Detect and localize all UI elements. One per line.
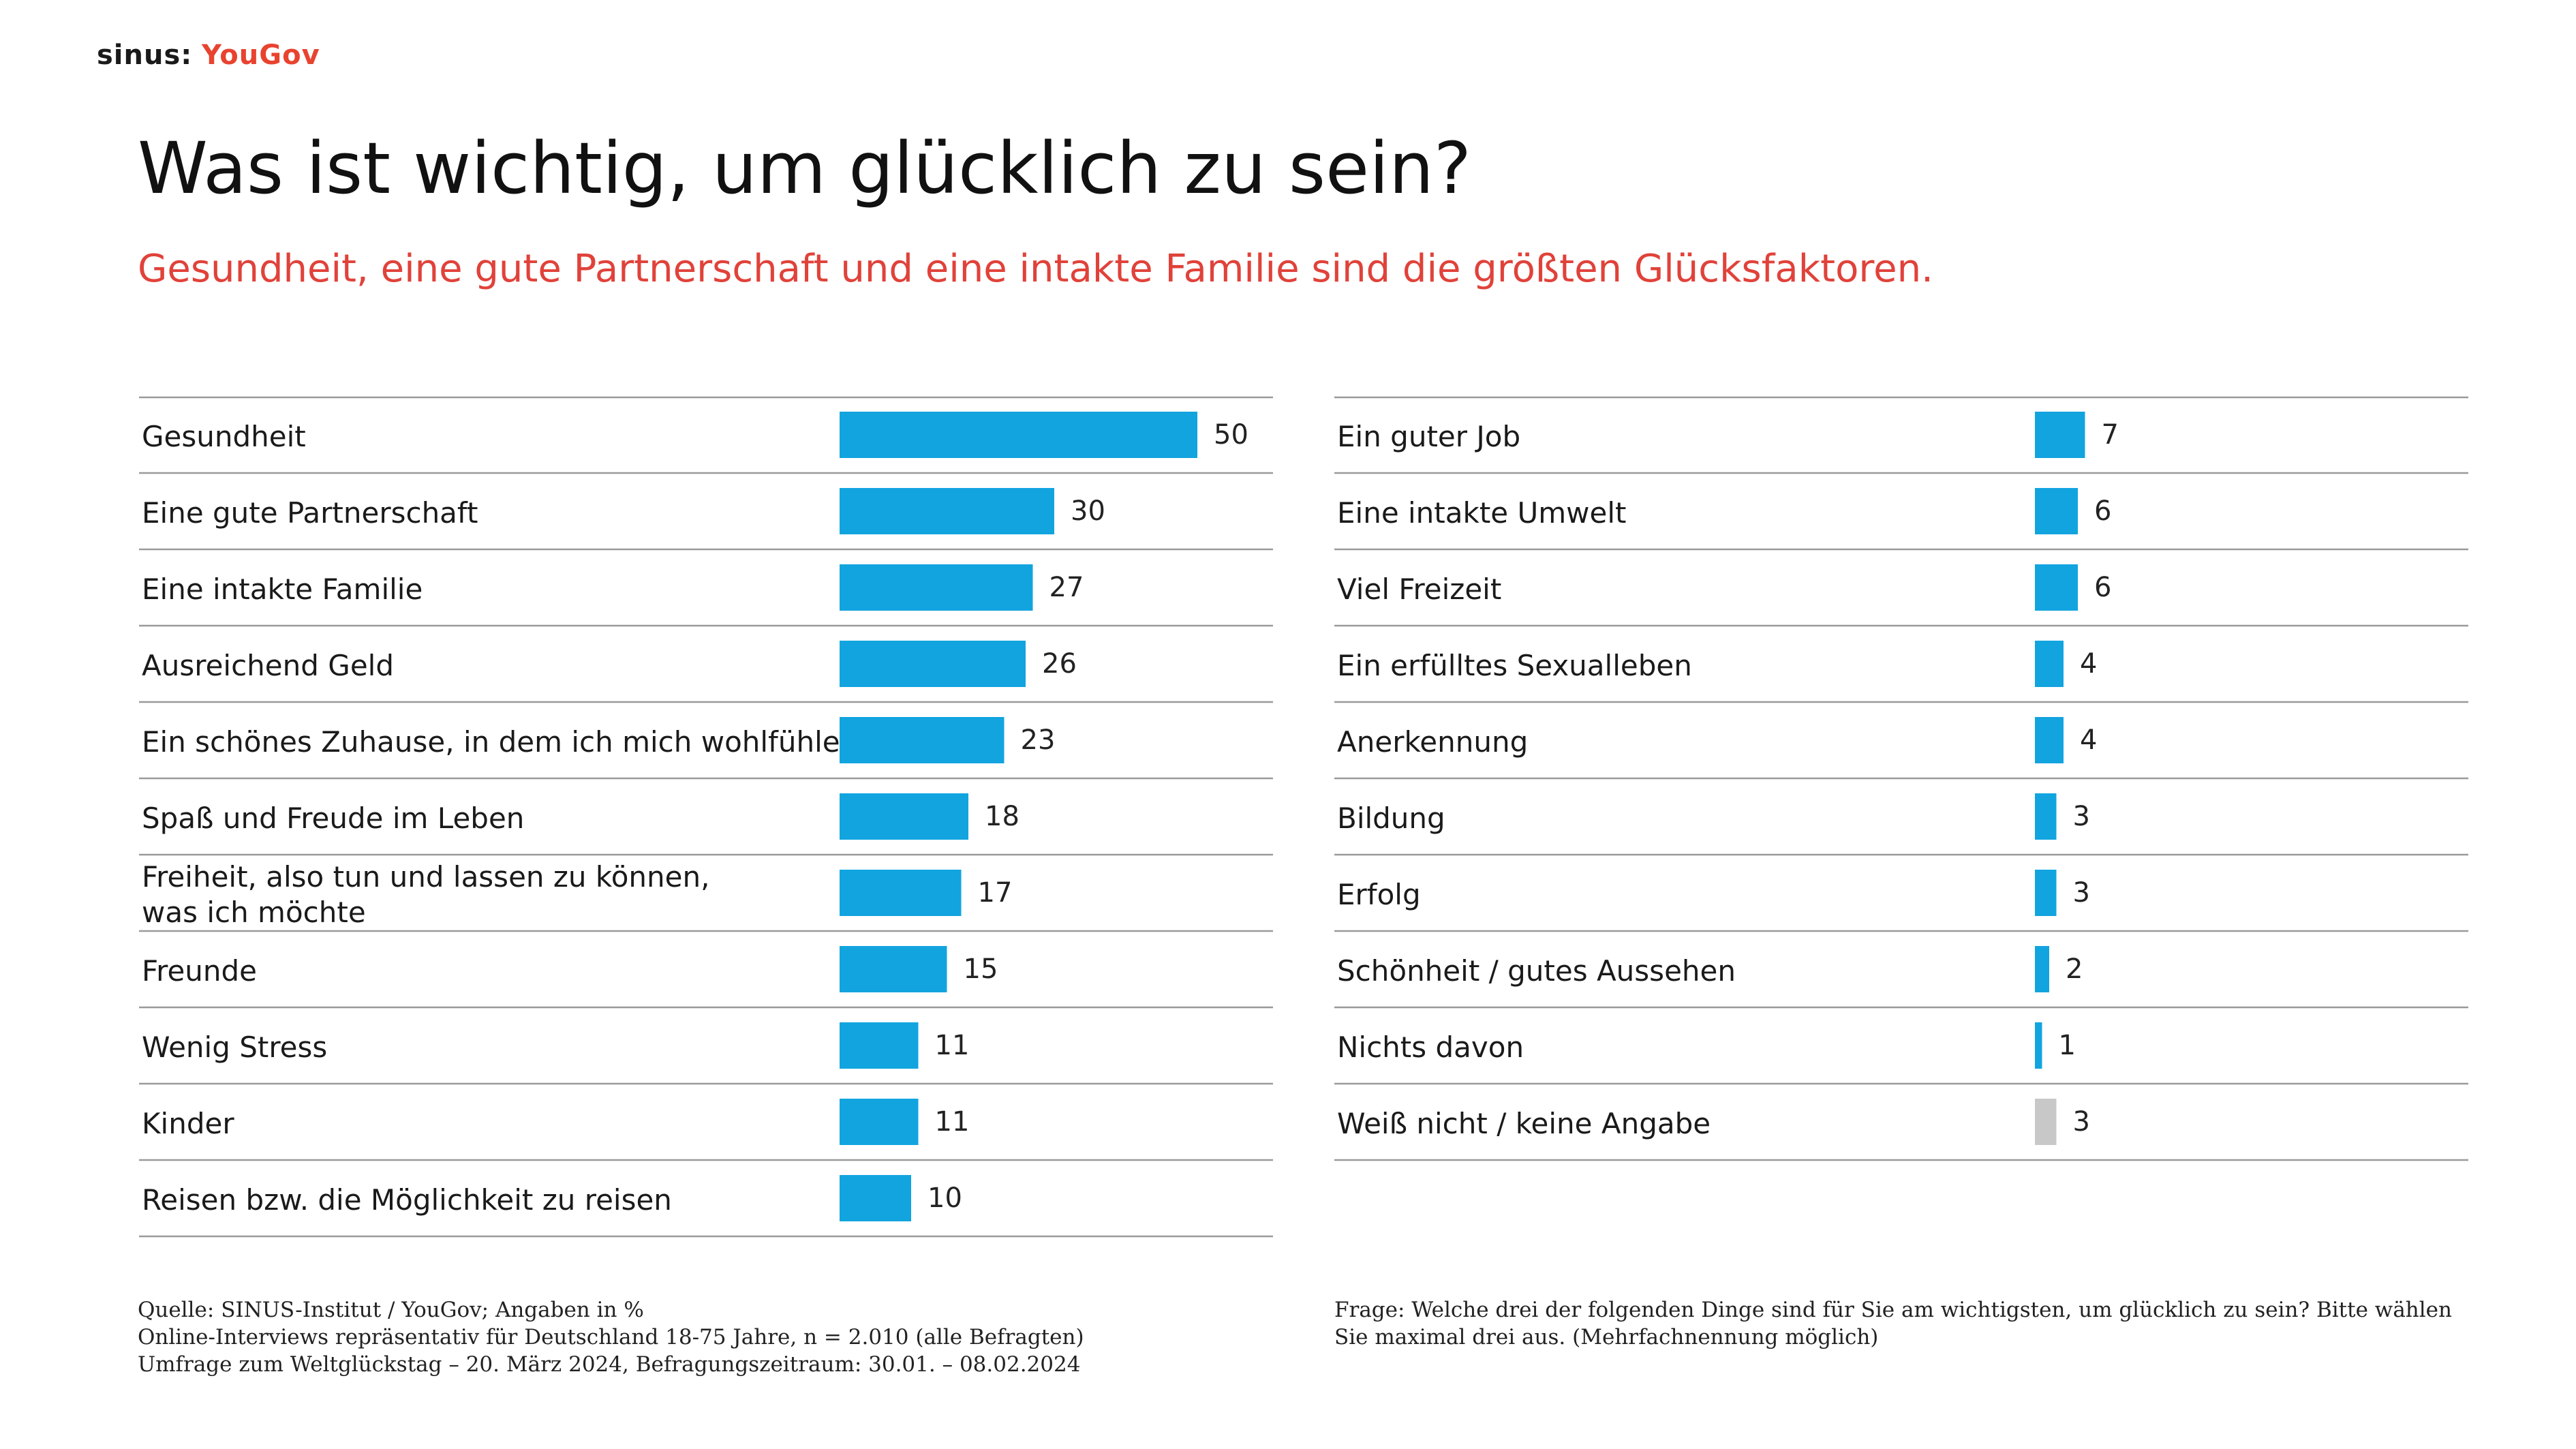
category-label: Freunde <box>142 954 258 988</box>
category-label: Ein schönes Zuhause, in dem ich mich woh… <box>142 725 840 759</box>
bar <box>840 1175 911 1221</box>
value-label: 27 <box>1049 572 1084 603</box>
value-label: 6 <box>2094 495 2111 527</box>
bar <box>840 1022 919 1069</box>
bar <box>840 717 1005 763</box>
bar <box>840 641 1026 687</box>
brand-yougov: YouGov <box>202 40 320 71</box>
bar <box>2035 641 2064 687</box>
bar <box>840 564 1033 611</box>
category-label: Gesundheit <box>142 420 306 453</box>
bar <box>2035 870 2057 916</box>
bar <box>2035 1022 2042 1069</box>
footer-question: Frage: Welche drei der folgenden Dinge s… <box>1334 1298 2452 1349</box>
value-label: 30 <box>1071 495 1105 527</box>
category-label: Spaß und Freude im Leben <box>142 802 525 835</box>
chart-right: 7 6 6 4 4 3 3 2 1 3 Ein guter Job Eine intakte Umw… <box>1334 396 2468 1240</box>
category-label: Bildung <box>1337 802 1445 835</box>
footer-source-line: Quelle: SINUS-Institut / YouGov; Angaben… <box>138 1298 644 1322</box>
value-label: 10 <box>927 1183 962 1214</box>
bar <box>2035 1099 2057 1145</box>
brand-sinus: sinus: <box>97 40 193 71</box>
category-label: Freiheit, also tun und lassen zu können,… <box>142 860 710 929</box>
value-label: 18 <box>985 801 1019 832</box>
category-label: Reisen bzw. die Möglichkeit zu reisen <box>142 1183 672 1217</box>
category-label: Weiß nicht / keine Angabe <box>1337 1107 1711 1140</box>
category-label: Eine intakte Umwelt <box>1337 496 1627 530</box>
value-label: 4 <box>2080 724 2097 756</box>
value-label: 11 <box>935 1106 970 1138</box>
category-label: Eine intakte Familie <box>142 573 423 606</box>
category-label: Ausreichend Geld <box>142 649 394 682</box>
category-label: Kinder <box>142 1107 234 1140</box>
category-label: Nichts davon <box>1337 1031 1524 1064</box>
bar <box>2035 717 2064 763</box>
bar <box>840 488 1054 534</box>
bar <box>840 412 1197 458</box>
category-label: Wenig Stress <box>142 1031 328 1064</box>
bar <box>2035 412 2085 458</box>
value-label: 11 <box>935 1030 970 1061</box>
value-label: 17 <box>978 877 1013 909</box>
value-label: 6 <box>2094 572 2111 603</box>
category-label: Ein erfülltes Sexualleben <box>1337 649 1692 682</box>
value-label: 3 <box>2073 801 2090 832</box>
bar <box>840 793 968 840</box>
bar <box>840 1099 919 1145</box>
value-label: 3 <box>2073 877 2090 909</box>
footer-source: Quelle: SINUS-Institut / YouGov; Angaben… <box>138 1296 1084 1378</box>
footer-source-line: Umfrage zum Weltglückstag – 20. März 202… <box>138 1352 1081 1377</box>
category-label: Erfolg <box>1337 878 1421 911</box>
value-label: 7 <box>2102 419 2119 451</box>
bar <box>840 946 947 992</box>
bar <box>840 870 962 916</box>
value-label: 4 <box>2080 648 2097 680</box>
value-label: 23 <box>1021 724 1056 756</box>
value-label: 15 <box>964 954 998 985</box>
value-label: 26 <box>1042 648 1077 680</box>
footer-source-line: Online-Interviews repräsentativ für Deut… <box>138 1325 1084 1349</box>
value-label: 1 <box>2059 1030 2076 1061</box>
chart-left: 50 30 27 26 23 18 17 15 11 11 10 Gesundheit Eine gu… <box>139 396 1273 1240</box>
category-label: Anerkennung <box>1337 725 1529 759</box>
value-label: 2 <box>2066 954 2083 985</box>
bar <box>2035 793 2057 840</box>
category-label: Ein guter Job <box>1337 420 1521 453</box>
category-label: Eine gute Partnerschaft <box>142 496 478 530</box>
value-label: 3 <box>2073 1106 2090 1138</box>
bar <box>2035 564 2078 611</box>
brand-logo: sinus: YouGov <box>97 40 320 71</box>
chart-left-svg: 50 30 27 26 23 18 17 15 11 11 10 <box>139 396 1273 1238</box>
value-label: 50 <box>1214 419 1248 451</box>
category-label: Schönheit / gutes Aussehen <box>1337 954 1736 988</box>
page-subtitle: Gesundheit, eine gute Partnerschaft und … <box>138 247 1933 291</box>
category-label: Viel Freizeit <box>1337 573 1502 606</box>
chart-right-svg: 7 6 6 4 4 3 3 2 1 3 <box>1334 396 2468 1161</box>
bar <box>2035 488 2078 534</box>
page-title: Was ist wichtig, um glücklich zu sein? <box>138 127 1472 210</box>
bar <box>2035 946 2049 992</box>
